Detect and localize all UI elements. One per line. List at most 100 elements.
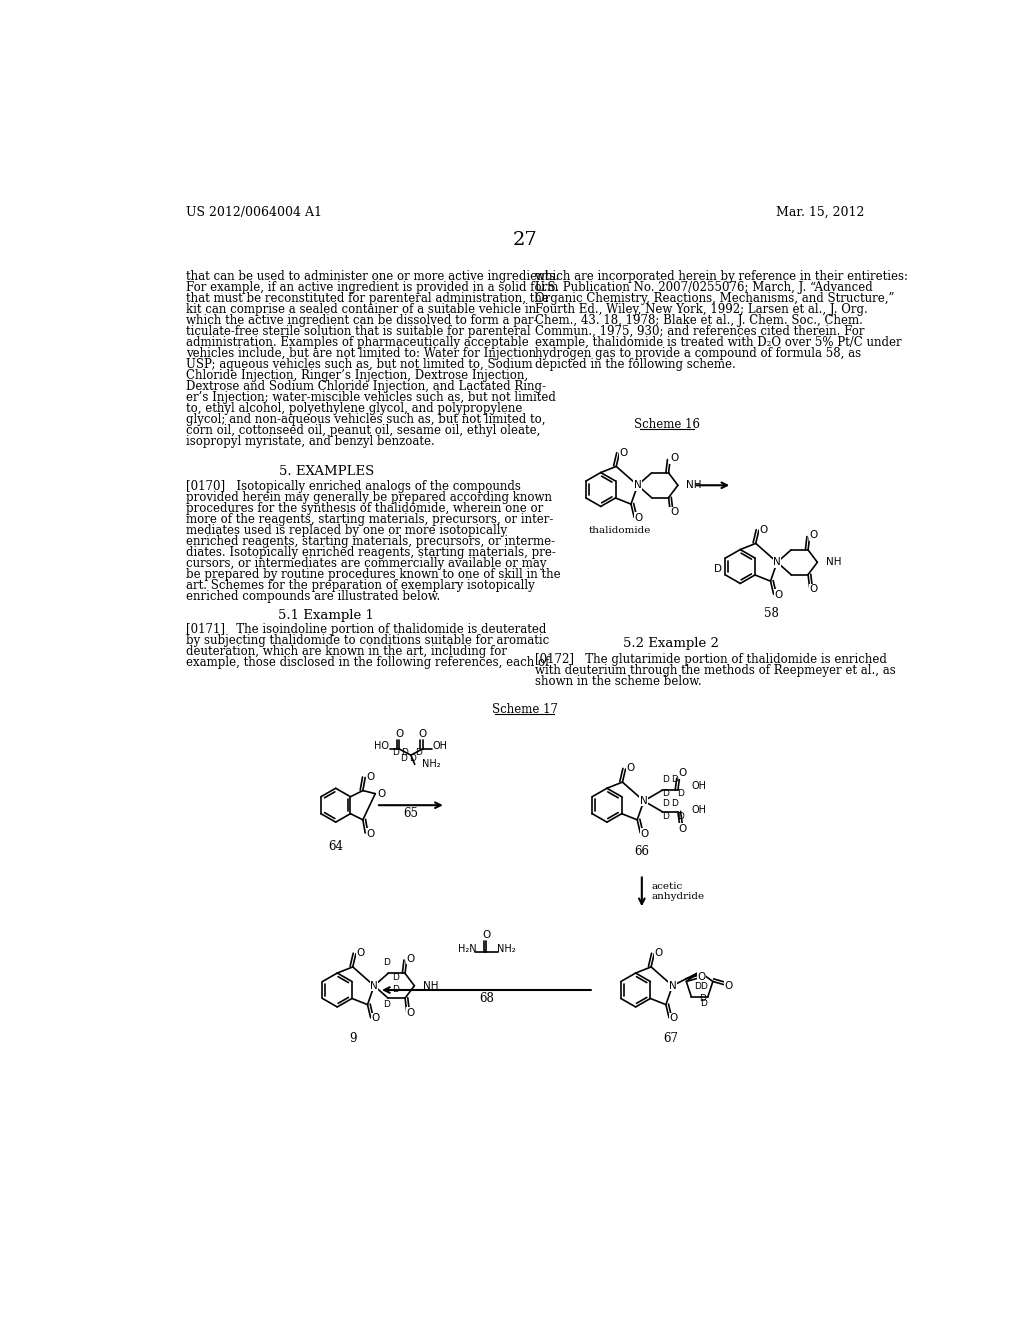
Text: D: D bbox=[700, 982, 708, 991]
Text: cursors, or intermediates are commercially available or may: cursors, or intermediates are commercial… bbox=[186, 557, 547, 570]
Text: O: O bbox=[670, 1014, 678, 1023]
Text: O: O bbox=[407, 1007, 415, 1018]
Text: D: D bbox=[383, 958, 390, 968]
Text: USP; aqueous vehicles such as, but not limited to, Sodium: USP; aqueous vehicles such as, but not l… bbox=[186, 358, 532, 371]
Text: by subjecting thalidomide to conditions suitable for aromatic: by subjecting thalidomide to conditions … bbox=[186, 634, 549, 647]
Text: Chloride Injection, Ringer’s Injection, Dextrose Injection,: Chloride Injection, Ringer’s Injection, … bbox=[186, 370, 528, 383]
Text: For example, if an active ingredient is provided in a solid form: For example, if an active ingredient is … bbox=[186, 281, 558, 294]
Text: HO: HO bbox=[374, 741, 389, 751]
Text: O: O bbox=[679, 824, 687, 834]
Text: more of the reagents, starting materials, precursors, or inter-: more of the reagents, starting materials… bbox=[186, 513, 554, 527]
Text: Organic Chemistry, Reactions, Mechanisms, and Structure,”: Organic Chemistry, Reactions, Mechanisms… bbox=[535, 292, 894, 305]
Text: hydrogen gas to provide a compound of formula 58, as: hydrogen gas to provide a compound of fo… bbox=[535, 347, 861, 360]
Text: O: O bbox=[635, 513, 643, 523]
Text: O: O bbox=[377, 788, 386, 799]
Text: procedures for the synthesis of thalidomide, wherein one or: procedures for the synthesis of thalidom… bbox=[186, 503, 544, 515]
Text: OH: OH bbox=[692, 780, 707, 791]
Text: D: D bbox=[663, 775, 669, 784]
Text: N: N bbox=[669, 981, 676, 991]
Text: O: O bbox=[371, 1014, 379, 1023]
Text: Chem., 43. 18, 1978; Blake et al., J. Chem. Soc., Chem.: Chem., 43. 18, 1978; Blake et al., J. Ch… bbox=[535, 314, 863, 327]
Text: O: O bbox=[395, 729, 403, 739]
Text: [0172]   The glutarimide portion of thalidomide is enriched: [0172] The glutarimide portion of thalid… bbox=[535, 653, 887, 665]
Text: acetic
anhydride: acetic anhydride bbox=[651, 882, 705, 902]
Text: O: O bbox=[670, 453, 678, 463]
Text: Scheme 17: Scheme 17 bbox=[492, 702, 558, 715]
Text: Mar. 15, 2012: Mar. 15, 2012 bbox=[776, 206, 864, 219]
Text: 67: 67 bbox=[663, 1032, 678, 1045]
Text: H₂N: H₂N bbox=[458, 944, 476, 953]
Text: D: D bbox=[672, 799, 678, 808]
Text: D: D bbox=[699, 994, 707, 1003]
Text: enriched compounds are illustrated below.: enriched compounds are illustrated below… bbox=[186, 590, 440, 603]
Text: enriched reagents, starting materials, precursors, or interme-: enriched reagents, starting materials, p… bbox=[186, 536, 555, 548]
Text: 64: 64 bbox=[329, 840, 343, 853]
Text: 58: 58 bbox=[764, 607, 778, 619]
Text: D: D bbox=[663, 789, 669, 799]
Text: thalidomide: thalidomide bbox=[589, 527, 651, 536]
Text: D: D bbox=[678, 789, 684, 799]
Text: O: O bbox=[697, 972, 706, 982]
Text: NH₂: NH₂ bbox=[422, 759, 440, 768]
Text: vehicles include, but are not limited to: Water for Injection: vehicles include, but are not limited to… bbox=[186, 347, 537, 360]
Text: that can be used to administer one or more active ingredients.: that can be used to administer one or mo… bbox=[186, 271, 559, 282]
Text: Fourth Ed., Wiley, New York, 1992; Larsen et al., J. Org.: Fourth Ed., Wiley, New York, 1992; Larse… bbox=[535, 304, 867, 315]
Text: isopropyl myristate, and benzyl benzoate.: isopropyl myristate, and benzyl benzoate… bbox=[186, 436, 435, 449]
Text: which are incorporated herein by reference in their entireties:: which are incorporated herein by referen… bbox=[535, 271, 908, 282]
Text: O: O bbox=[356, 948, 365, 958]
Text: O: O bbox=[367, 772, 375, 781]
Text: glycol; and non-aqueous vehicles such as, but not limited to,: glycol; and non-aqueous vehicles such as… bbox=[186, 413, 546, 426]
Text: 68: 68 bbox=[479, 991, 494, 1005]
Text: to, ethyl alcohol, polyethylene glycol, and polypropylene: to, ethyl alcohol, polyethylene glycol, … bbox=[186, 403, 522, 416]
Text: N: N bbox=[773, 557, 781, 568]
Text: D: D bbox=[401, 748, 409, 758]
Text: example, those disclosed in the following references, each of: example, those disclosed in the followin… bbox=[186, 656, 550, 669]
Text: D: D bbox=[392, 748, 398, 758]
Text: shown in the scheme below.: shown in the scheme below. bbox=[535, 675, 701, 688]
Text: NH: NH bbox=[686, 480, 701, 490]
Text: D: D bbox=[415, 748, 422, 758]
Text: 5. EXAMPLES: 5. EXAMPLES bbox=[279, 465, 374, 478]
Text: D: D bbox=[383, 999, 390, 1008]
Text: example, thalidomide is treated with D₂O over 5% Pt/C under: example, thalidomide is treated with D₂O… bbox=[535, 337, 901, 348]
Text: depicted in the following scheme.: depicted in the following scheme. bbox=[535, 358, 735, 371]
Text: O: O bbox=[641, 829, 649, 838]
Text: O: O bbox=[774, 590, 782, 601]
Text: OH: OH bbox=[692, 805, 707, 816]
Text: 9: 9 bbox=[349, 1032, 356, 1045]
Text: U.S. Publication No. 2007/0255076; March, J. “Advanced: U.S. Publication No. 2007/0255076; March… bbox=[535, 281, 872, 294]
Text: D: D bbox=[700, 999, 708, 1008]
Text: O: O bbox=[626, 763, 634, 774]
Text: mediates used is replaced by one or more isotopically: mediates used is replaced by one or more… bbox=[186, 524, 507, 537]
Text: D: D bbox=[392, 973, 399, 982]
Text: US 2012/0064004 A1: US 2012/0064004 A1 bbox=[186, 206, 323, 219]
Text: O: O bbox=[419, 729, 427, 739]
Text: O: O bbox=[482, 929, 490, 940]
Text: deuteration, which are known in the art, including for: deuteration, which are known in the art,… bbox=[186, 645, 507, 659]
Text: D: D bbox=[694, 982, 701, 991]
Text: 5.1 Example 1: 5.1 Example 1 bbox=[279, 609, 375, 622]
Text: 27: 27 bbox=[512, 231, 538, 248]
Text: er’s Injection; water-miscible vehicles such as, but not limited: er’s Injection; water-miscible vehicles … bbox=[186, 391, 556, 404]
Text: provided herein may generally be prepared according known: provided herein may generally be prepare… bbox=[186, 491, 552, 504]
Text: 66: 66 bbox=[634, 845, 649, 858]
Text: be prepared by routine procedures known to one of skill in the: be prepared by routine procedures known … bbox=[186, 569, 561, 581]
Text: [0170]   Isotopically enriched analogs of the compounds: [0170] Isotopically enriched analogs of … bbox=[186, 480, 521, 494]
Text: O: O bbox=[760, 524, 768, 535]
Text: ticulate-free sterile solution that is suitable for parenteral: ticulate-free sterile solution that is s… bbox=[186, 325, 530, 338]
Text: D: D bbox=[663, 799, 669, 808]
Text: NH: NH bbox=[826, 557, 842, 568]
Text: N: N bbox=[634, 480, 641, 490]
Text: O: O bbox=[724, 981, 732, 991]
Text: NH: NH bbox=[423, 981, 438, 991]
Text: Dextrose and Sodium Chloride Injection, and Lactated Ring-: Dextrose and Sodium Chloride Injection, … bbox=[186, 380, 546, 393]
Text: O: O bbox=[654, 948, 663, 958]
Text: with deuterium through the methods of Reepmeyer et al., as: with deuterium through the methods of Re… bbox=[535, 664, 896, 677]
Text: O: O bbox=[809, 585, 817, 594]
Text: N: N bbox=[640, 796, 647, 807]
Text: NH₂: NH₂ bbox=[497, 944, 515, 953]
Text: D: D bbox=[672, 775, 678, 784]
Text: O: O bbox=[367, 829, 375, 838]
Text: kit can comprise a sealed container of a suitable vehicle in: kit can comprise a sealed container of a… bbox=[186, 304, 537, 315]
Text: OH: OH bbox=[432, 741, 447, 751]
